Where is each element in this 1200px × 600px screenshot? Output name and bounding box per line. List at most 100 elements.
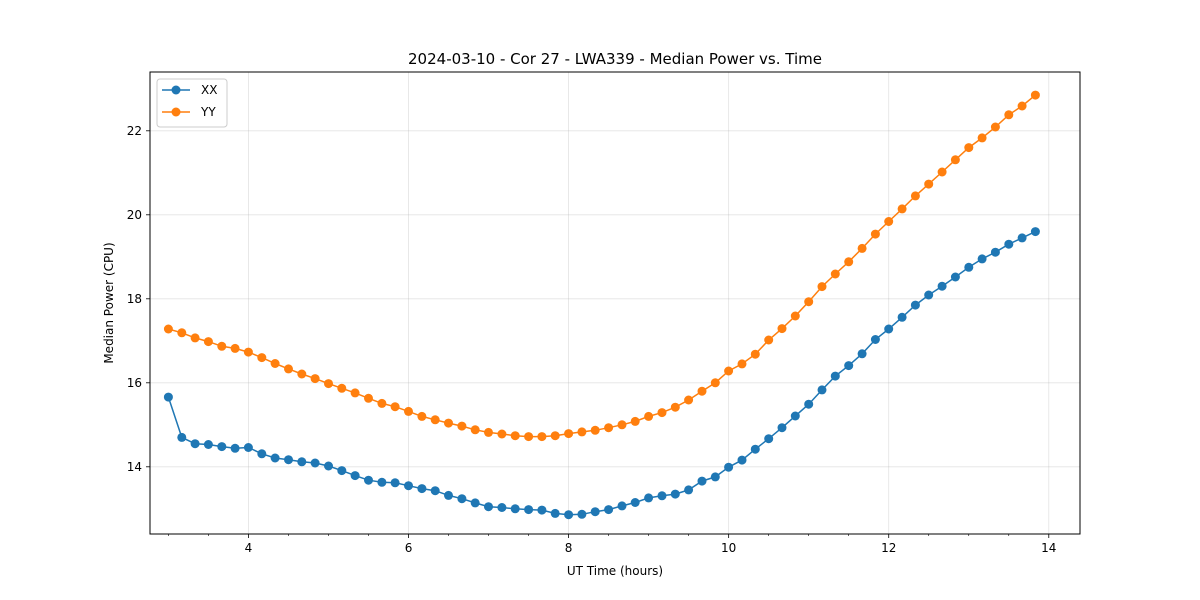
- series-xx-point: [190, 439, 200, 449]
- series-xx-point: [844, 361, 854, 371]
- series-yy-point: [550, 431, 560, 441]
- series-yy-point: [830, 269, 840, 279]
- series-xx-point: [364, 475, 373, 485]
- x-tick-label: 12: [881, 541, 896, 555]
- series-xx-point: [430, 486, 440, 496]
- series-yy-point: [790, 311, 800, 321]
- series-yy-point: [937, 167, 947, 177]
- series-xx-point: [297, 457, 307, 467]
- series-yy-point: [537, 432, 547, 442]
- series-yy-point: [430, 415, 440, 425]
- series-yy-point: [910, 191, 920, 201]
- legend-yy-marker: [171, 107, 181, 117]
- legend-xx-label: XX: [201, 83, 217, 97]
- legend: XX YY: [156, 78, 228, 128]
- series-xx: [163, 227, 1040, 520]
- series-yy-point: [590, 425, 600, 435]
- series-yy-point: [577, 427, 587, 437]
- series-xx-point: [1004, 239, 1014, 249]
- series-yy-point: [964, 143, 974, 153]
- series-xx-point: [590, 507, 600, 517]
- series-xx-point: [804, 399, 814, 409]
- series-xx-point: [750, 444, 760, 454]
- series-xx-point: [497, 503, 507, 512]
- series-xx-point: [510, 504, 520, 514]
- series-xx-point: [217, 442, 227, 452]
- series-xx-point: [177, 432, 187, 442]
- series-yy-point: [1004, 110, 1014, 120]
- y-axis: 14 16 18 20 22: [127, 124, 150, 474]
- series-xx-point: [230, 443, 240, 453]
- series-yy-point: [484, 427, 493, 437]
- series-xx-point: [657, 491, 667, 501]
- series-yy-point: [990, 122, 1000, 132]
- series-xx-point: [457, 494, 467, 504]
- series-yy-point: [977, 133, 987, 143]
- series-yy-point: [177, 328, 187, 338]
- x-axis-label: UT Time (hours): [567, 564, 663, 578]
- y-tick-label: 16: [127, 376, 142, 390]
- series-xx-point: [964, 262, 974, 272]
- series-xx-point: [737, 455, 747, 465]
- series-xx-point: [404, 481, 413, 491]
- series-xx-point: [1030, 227, 1040, 237]
- series-yy-point: [670, 402, 680, 412]
- series-xx-point: [937, 281, 947, 291]
- series-yy-point: [364, 393, 373, 403]
- series-yy-point: [497, 429, 507, 439]
- series-yy-point: [217, 341, 227, 351]
- series-yy-point: [644, 411, 654, 421]
- series-yy-point: [604, 423, 614, 433]
- series-xx-point: [310, 458, 320, 468]
- series-xx-point: [884, 324, 894, 334]
- y-tick-label: 14: [127, 460, 142, 474]
- series-xx-point: [897, 312, 907, 322]
- series-xx-point: [270, 453, 280, 463]
- series-xx-point: [710, 472, 720, 482]
- series-yy-point: [324, 379, 333, 389]
- series-xx-point: [390, 478, 400, 488]
- series-layer: [163, 90, 1040, 520]
- series-yy-point: [417, 411, 427, 421]
- series-yy-point: [750, 349, 760, 359]
- x-tick-label: 14: [1041, 541, 1056, 555]
- x-tick-label: 8: [565, 541, 573, 555]
- series-xx-point: [857, 349, 867, 359]
- series-xx-point: [577, 509, 587, 519]
- series-xx-point: [604, 505, 614, 515]
- series-yy-point: [897, 204, 907, 214]
- series-yy-point: [297, 369, 307, 379]
- series-xx-point: [644, 493, 654, 503]
- series-xx-point: [484, 502, 493, 512]
- series-xx-point: [684, 485, 694, 495]
- series-xx-point: [617, 501, 627, 511]
- series-yy-point: [270, 359, 280, 368]
- series-xx-point: [790, 411, 800, 421]
- series-xx-point: [284, 455, 293, 465]
- series-yy-point: [524, 432, 534, 442]
- series-yy-point: [337, 383, 347, 393]
- series-yy-point: [230, 343, 240, 353]
- series-yy-point: [857, 243, 867, 253]
- series-xx-point: [910, 300, 920, 310]
- series-yy-point: [1030, 90, 1040, 100]
- series-yy-point: [203, 337, 213, 347]
- series-yy-point: [804, 297, 814, 307]
- series-yy-point: [724, 366, 734, 376]
- series-yy-point: [710, 378, 720, 388]
- series-yy-point: [777, 324, 787, 334]
- series-yy-point: [564, 429, 574, 439]
- series-xx-point: [1017, 233, 1027, 243]
- series-yy-point: [884, 217, 894, 226]
- series-yy-point: [163, 324, 173, 334]
- series-yy: [163, 90, 1040, 442]
- series-xx-point: [564, 510, 574, 520]
- series-yy-point: [190, 333, 200, 343]
- series-xx-point: [444, 490, 453, 500]
- series-yy-point: [684, 395, 694, 405]
- series-xx-point: [950, 272, 960, 282]
- series-xx-point: [990, 247, 1000, 257]
- series-xx-point: [417, 484, 427, 494]
- series-xx-point: [350, 471, 360, 481]
